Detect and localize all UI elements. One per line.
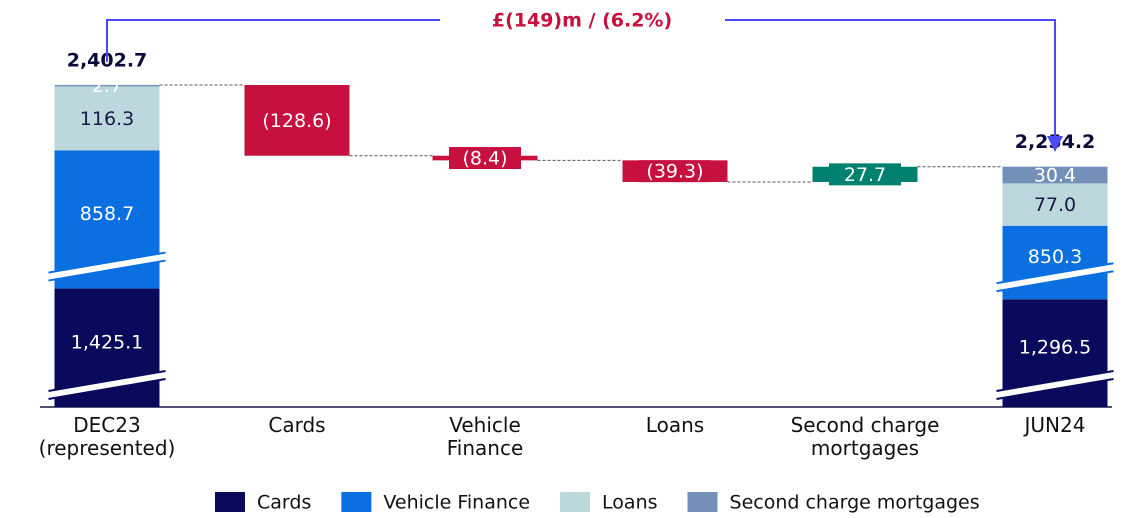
legend-swatch <box>341 492 372 512</box>
legend-label: Cards <box>257 492 311 514</box>
segment-label: 1,296.5 <box>1019 337 1092 359</box>
axis-break-edge <box>996 370 1114 392</box>
x-tick-label: JUN24 <box>1024 413 1086 437</box>
legend-label: Vehicle Finance <box>383 492 530 514</box>
segment-label: 850.3 <box>1028 246 1082 268</box>
bracket-left <box>106 19 440 62</box>
axis-break-edge <box>48 259 166 282</box>
axis-break-edge <box>48 251 166 274</box>
legend-label: Second charge mortgages <box>730 492 980 514</box>
axis-break <box>996 263 1114 292</box>
legend-label: Loans <box>602 492 657 514</box>
change-label: (128.6) <box>262 110 331 132</box>
segment-label: 2.7 <box>92 75 122 97</box>
legend-swatch <box>215 492 245 512</box>
axis-break <box>48 371 166 399</box>
segment-label: 116.3 <box>80 108 134 130</box>
annotation: £(149)m / (6.2%) <box>492 10 672 32</box>
segment-label: 858.7 <box>80 203 134 225</box>
legend-swatch <box>560 492 591 512</box>
axis-break-edge <box>996 262 1114 285</box>
stack-segment <box>54 86 160 151</box>
bracket-right <box>725 19 1056 140</box>
segment-label: 30.4 <box>1034 165 1076 187</box>
axis-break-edge <box>48 378 166 400</box>
axis-break-edge <box>48 370 166 392</box>
label-box <box>449 147 521 170</box>
change-bar <box>244 85 350 156</box>
segment-label: 1,425.1 <box>71 331 144 353</box>
legend-swatch <box>687 492 718 512</box>
stack-segment <box>54 84 160 87</box>
label-box <box>639 160 711 183</box>
axis-break <box>48 252 166 281</box>
change-label: (39.3) <box>646 161 703 183</box>
change-label: (8.4) <box>462 148 507 170</box>
axis-break <box>996 371 1114 399</box>
x-tick-label: DEC23 (represented) <box>38 413 176 460</box>
segment-label: 77.0 <box>1034 194 1076 216</box>
x-tick-label: Vehicle Finance <box>446 413 524 460</box>
stack-segment <box>1002 166 1108 184</box>
change-label: 27.7 <box>844 164 886 186</box>
label-box <box>829 163 901 186</box>
x-tick-label: Second charge mortgages <box>790 413 940 460</box>
arrow-head <box>1047 136 1063 152</box>
axis-break-edge <box>996 378 1114 400</box>
axis-break-edge <box>996 270 1114 293</box>
stack-segment <box>1002 183 1108 226</box>
x-tick-label: Loans <box>645 413 705 437</box>
x-tick-label: Cards <box>268 413 326 437</box>
